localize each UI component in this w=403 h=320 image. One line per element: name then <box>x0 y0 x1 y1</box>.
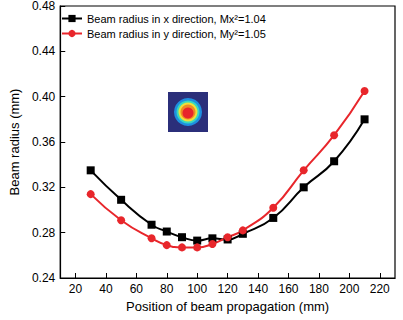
svg-text:220: 220 <box>370 282 390 296</box>
svg-text:Position of beam propagation (: Position of beam propagation (mm) <box>126 299 329 314</box>
svg-text:0.48: 0.48 <box>32 0 56 13</box>
svg-text:200: 200 <box>339 282 359 296</box>
svg-text:0.24: 0.24 <box>32 271 56 285</box>
svg-text:0.28: 0.28 <box>32 226 56 240</box>
svg-text:Beam radius in y direction, My: Beam radius in y direction, My²=1.05 <box>87 28 266 40</box>
svg-text:Beam radius (mm): Beam radius (mm) <box>7 89 22 196</box>
svg-text:160: 160 <box>278 282 298 296</box>
svg-text:0.44: 0.44 <box>32 44 56 58</box>
svg-text:0.40: 0.40 <box>32 90 56 104</box>
svg-text:40: 40 <box>99 282 113 296</box>
svg-text:0.36: 0.36 <box>32 135 56 149</box>
svg-text:120: 120 <box>218 282 238 296</box>
svg-text:Beam radius in x direction, Mx: Beam radius in x direction, Mx²=1.04 <box>87 13 266 25</box>
svg-text:0.32: 0.32 <box>32 180 56 194</box>
svg-text:20: 20 <box>69 282 83 296</box>
svg-text:140: 140 <box>248 282 268 296</box>
svg-text:100: 100 <box>187 282 207 296</box>
svg-text:80: 80 <box>160 282 174 296</box>
svg-text:60: 60 <box>130 282 144 296</box>
svg-text:180: 180 <box>309 282 329 296</box>
